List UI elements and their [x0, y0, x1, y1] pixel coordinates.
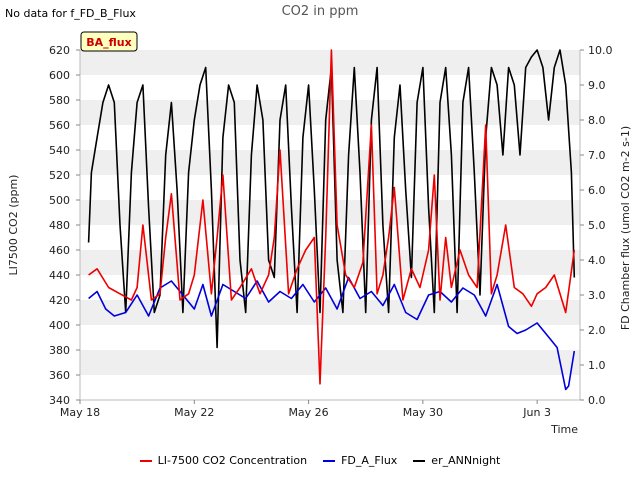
- left-axis-label: LI7500 CO2 (ppm): [7, 175, 20, 276]
- legend-label-er-annnight: er_ANNnight: [431, 454, 501, 467]
- legend-item-fd-a-flux: FD_A_Flux: [323, 454, 397, 467]
- legend-swatch-black: [413, 459, 426, 462]
- left-tick-label: 380: [49, 344, 70, 357]
- right-tick-label: 0.0: [588, 394, 606, 407]
- badge: BA_flux: [80, 31, 138, 52]
- right-tick-label: 3.0: [588, 289, 606, 302]
- right-tick-label: 6.0: [588, 184, 606, 197]
- legend: LI-7500 CO2 Concentration FD_A_Flux er_A…: [0, 454, 640, 467]
- right-tick-label: 8.0: [588, 114, 606, 127]
- legend-label-fd-a-flux: FD_A_Flux: [341, 454, 398, 467]
- right-tick-label: 2.0: [588, 324, 606, 337]
- grid-band: [80, 300, 580, 325]
- left-tick-label: 500: [49, 194, 70, 207]
- left-tick-label: 460: [49, 244, 70, 257]
- left-tick-label: 560: [49, 119, 70, 132]
- right-tick-label: 4.0: [588, 254, 606, 267]
- x-tick-label: May 22: [174, 406, 214, 419]
- left-tick-label: 520: [49, 169, 70, 182]
- right-axis-label: FD Chamber flux (umol CO2 m-2 s-1): [619, 126, 632, 330]
- legend-swatch-blue: [323, 459, 336, 462]
- x-tick-label: May 26: [288, 406, 328, 419]
- x-tick-label: Jun 3: [522, 406, 551, 419]
- series-layer: [87, 49, 576, 391]
- grid-band: [80, 350, 580, 375]
- right-tick-label: 9.0: [588, 79, 606, 92]
- chart-title: CO2 in ppm: [281, 4, 359, 19]
- no-data-note: No data for f_FD_B_Flux: [5, 7, 136, 20]
- legend-item-co2: LI-7500 CO2 Concentration: [139, 454, 308, 467]
- left-tick-label: 580: [49, 94, 70, 107]
- left-tick-label: 360: [49, 369, 70, 382]
- legend-label-co2: LI-7500 CO2 Concentration: [157, 454, 308, 467]
- x-tick-label: May 18: [60, 406, 100, 419]
- right-tick-label: 10.0: [588, 44, 613, 57]
- left-tick-label: 540: [49, 144, 70, 157]
- right-tick-label: 5.0: [588, 219, 606, 232]
- series-line-fd-a-flux: [88, 276, 576, 391]
- left-tick-label: 400: [49, 319, 70, 332]
- grid-band: [80, 250, 580, 275]
- left-tick-label: 340: [49, 394, 70, 407]
- right-tick-label: 7.0: [588, 149, 606, 162]
- x-tick-label: May 30: [403, 406, 443, 419]
- x-axis-label: Time: [550, 423, 578, 436]
- left-tick-label: 620: [49, 44, 70, 57]
- legend-item-er-annnight: er_ANNnight: [413, 454, 500, 467]
- right-tick-label: 1.0: [588, 359, 606, 372]
- left-tick-label: 420: [49, 294, 70, 307]
- badge-label: BA_flux: [86, 36, 131, 49]
- series-line-li-7500-co2-concentration: [88, 49, 576, 385]
- grid-band: [80, 150, 580, 175]
- grid-band: [80, 200, 580, 225]
- left-tick-label: 600: [49, 69, 70, 82]
- legend-swatch-red: [139, 459, 152, 462]
- left-tick-label: 440: [49, 269, 70, 282]
- left-tick-label: 480: [49, 219, 70, 232]
- tick-layer: 340 360 380 400 420 440 460 480 500 520 540 560 580 6…: [49, 44, 613, 419]
